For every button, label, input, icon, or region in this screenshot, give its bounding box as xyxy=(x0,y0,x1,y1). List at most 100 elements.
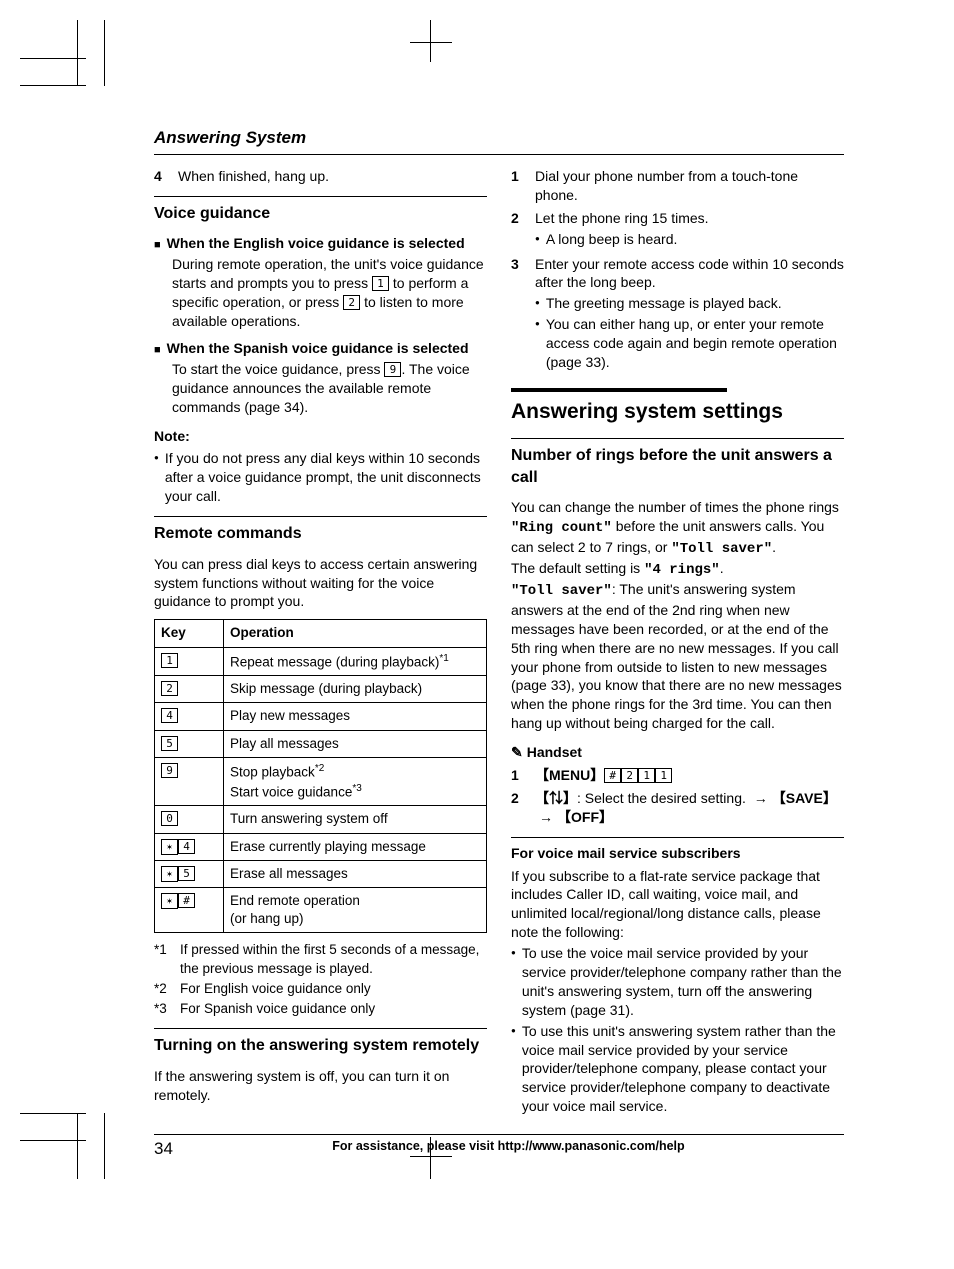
key-icon: 4 xyxy=(161,708,178,723)
key-2-icon: 2 xyxy=(343,295,360,310)
manual-page: Answering System 4 When finished, hang u… xyxy=(0,0,954,1199)
menu-label: MENU xyxy=(535,767,604,783)
footer-assist: For assistance, please visit http://www.… xyxy=(173,1139,844,1159)
key-cell: 9 xyxy=(155,757,224,805)
key-icon: 4 xyxy=(178,839,195,854)
step-2-sub: A long beep is heard. xyxy=(546,230,678,249)
note-label: Note: xyxy=(154,427,487,446)
operation-cell: Play all messages xyxy=(224,730,487,757)
step-1: 1 Dial your phone number from a touch-to… xyxy=(511,167,844,205)
table-row: 1 Repeat message (during playback)*1 xyxy=(155,647,487,676)
key-cell: 4 xyxy=(155,833,224,860)
table-row: #End remote operation(or hang up) xyxy=(155,888,487,933)
save-label: SAVE xyxy=(772,790,837,806)
step-2-text: Let the phone ring 15 times. xyxy=(535,209,844,228)
table-row: 5Erase all messages xyxy=(155,860,487,887)
key-icon: 0 xyxy=(161,811,178,826)
step-3: 3 Enter your remote access code within 1… xyxy=(511,255,844,374)
vm-subscribers-heading: For voice mail service subscribers xyxy=(511,844,844,863)
thick-rule xyxy=(511,388,727,392)
footnote-1: If pressed within the first 5 seconds of… xyxy=(180,941,487,977)
toll-saver-desc: "Toll saver": The unit's answering syste… xyxy=(511,580,844,733)
page-header: Answering System xyxy=(154,128,914,148)
ring-count-literal: "Ring count" xyxy=(511,520,612,536)
step-4: 4 When finished, hang up. xyxy=(154,167,487,186)
operation-cell: Turn answering system off xyxy=(224,806,487,833)
off-label: OFF xyxy=(557,809,613,825)
handset-step-1: 1 MENU#211 xyxy=(511,766,844,785)
key-cell: 1 xyxy=(155,647,224,676)
col-operation: Operation xyxy=(224,620,487,647)
operation-cell: Erase currently playing message xyxy=(224,833,487,860)
left-column: 4 When finished, hang up. Voice guidance… xyxy=(154,163,487,1118)
step-3-sub2: You can either hang up, or enter your re… xyxy=(546,315,844,372)
table-row: 4 Play new messages xyxy=(155,703,487,730)
toll-saver-literal-2: "Toll saver" xyxy=(511,583,612,599)
key-cell: 0 xyxy=(155,806,224,833)
operation-cell: End remote operation(or hang up) xyxy=(224,888,487,933)
handset-label: Handset xyxy=(511,743,844,762)
turning-on-heading: Turning on the answering system remotely xyxy=(154,1035,487,1057)
answering-system-settings-heading: Answering system settings xyxy=(511,398,844,426)
key-icon: 1 xyxy=(638,768,655,783)
rule xyxy=(511,837,844,838)
key-icon: 1 xyxy=(161,653,178,668)
operation-cell: Stop playback*2Start voice guidance*3 xyxy=(224,757,487,805)
operation-cell: Play new messages xyxy=(224,703,487,730)
num-rings-heading: Number of rings before the unit answers … xyxy=(511,445,844,488)
english-vg-body: During remote operation, the unit's voic… xyxy=(172,255,487,331)
step-4-text: When finished, hang up. xyxy=(178,167,487,186)
english-vg-head: When the English voice guidance is selec… xyxy=(154,234,487,253)
num-rings-p1: You can change the number of times the p… xyxy=(511,498,844,559)
vm-bullet-2: To use this unit's answering system rath… xyxy=(511,1022,844,1116)
key-icon: 2 xyxy=(621,768,638,783)
step-2: 2 Let the phone ring 15 times. A long be… xyxy=(511,209,844,251)
two-column-layout: 4 When finished, hang up. Voice guidance… xyxy=(154,163,844,1118)
voice-guidance-heading: Voice guidance xyxy=(154,203,487,225)
handset-step-2-text: : Select the desired setting. xyxy=(577,790,750,806)
key-cell: 5 xyxy=(155,860,224,887)
key-cell: 5 xyxy=(155,730,224,757)
rule xyxy=(511,438,844,439)
vm-bullet-1: To use the voice mail service provided b… xyxy=(511,944,844,1020)
key-icon: 9 xyxy=(161,763,178,778)
step-3-text: Enter your remote access code within 10 … xyxy=(535,255,844,293)
footnotes: *1If pressed within the first 5 seconds … xyxy=(154,941,487,1018)
col-key: Key xyxy=(155,620,224,647)
key-cell: 4 xyxy=(155,703,224,730)
arrow-icon xyxy=(750,790,772,806)
footnote-3: For Spanish voice guidance only xyxy=(180,1000,375,1018)
rule xyxy=(154,516,487,517)
vm-intro: If you subscribe to a flat-rate service … xyxy=(511,867,844,943)
remote-commands-heading: Remote commands xyxy=(154,523,487,545)
updown-icon xyxy=(535,790,577,806)
key-icon xyxy=(161,866,178,882)
key-cell: # xyxy=(155,888,224,933)
key-icon: 5 xyxy=(161,736,178,751)
key-icon: 2 xyxy=(161,681,178,696)
table-row: 0 Turn answering system off xyxy=(155,806,487,833)
toll-saver-literal: "Toll saver" xyxy=(671,541,772,557)
header-rule xyxy=(154,154,844,155)
key-icon: # xyxy=(604,768,621,783)
key-cell: 2 xyxy=(155,676,224,703)
step-1-text: Dial your phone number from a touch-tone… xyxy=(535,167,844,205)
table-row: 2 Skip message (during playback) xyxy=(155,676,487,703)
four-rings-literal: "4 rings" xyxy=(644,562,720,578)
note-bullet: If you do not press any dial keys within… xyxy=(154,449,487,506)
key-icon xyxy=(161,893,178,909)
page-footer: 34 For assistance, please visit http://w… xyxy=(154,1139,844,1159)
operation-cell: Skip message (during playback) xyxy=(224,676,487,703)
pencil-icon xyxy=(511,744,527,760)
rule xyxy=(154,196,487,197)
step-3-sub1: The greeting message is played back. xyxy=(546,294,782,313)
handset-step-2: 2 : Select the desired setting. SAVE OFF xyxy=(511,789,844,827)
arrow-icon xyxy=(535,809,557,825)
key-icon: 5 xyxy=(178,866,195,881)
remote-commands-intro: You can press dial keys to access certai… xyxy=(154,555,487,612)
operation-cell: Repeat message (during playback)*1 xyxy=(224,647,487,676)
table-row: 4 Erase currently playing message xyxy=(155,833,487,860)
key-icon: 1 xyxy=(655,768,672,783)
remote-commands-table: Key Operation 1 Repeat message (during pl… xyxy=(154,619,487,933)
footnote-2: For English voice guidance only xyxy=(180,980,371,998)
